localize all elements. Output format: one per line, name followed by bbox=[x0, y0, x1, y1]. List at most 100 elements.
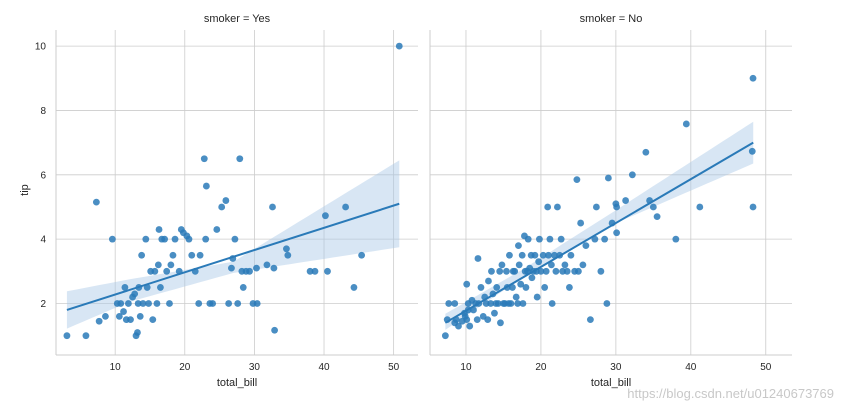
scatter-point bbox=[503, 267, 510, 275]
x-tick-label: 50 bbox=[388, 362, 400, 373]
scatter-point bbox=[604, 174, 612, 182]
scatter-point bbox=[263, 261, 271, 269]
scatter-point bbox=[270, 264, 278, 272]
scatter-point bbox=[535, 258, 543, 266]
y-tick-label: 10 bbox=[35, 42, 47, 53]
scatter-point bbox=[577, 219, 585, 227]
regression-line bbox=[66, 202, 400, 311]
scatter-point bbox=[466, 322, 474, 330]
scatter-point bbox=[474, 255, 482, 262]
scatter-point bbox=[117, 300, 125, 307]
scatter-point bbox=[473, 316, 481, 324]
scatter-point bbox=[120, 308, 127, 315]
scatter-point bbox=[488, 267, 495, 275]
scatter-point bbox=[324, 267, 331, 275]
scatter-point bbox=[544, 203, 552, 211]
watermark-text: https://blog.csdn.net/u012406737​69 bbox=[627, 386, 834, 401]
scatter-point bbox=[188, 251, 196, 259]
y-tick-label: 2 bbox=[40, 299, 46, 310]
scatter-point bbox=[552, 267, 560, 275]
scatter-point bbox=[528, 274, 536, 282]
scatter-point bbox=[253, 300, 261, 307]
scatter-point bbox=[484, 316, 492, 324]
scatter-point bbox=[586, 316, 594, 324]
scatter-point bbox=[231, 235, 239, 243]
scatter-point bbox=[142, 235, 150, 243]
scatter-point bbox=[579, 261, 587, 269]
scatter-point bbox=[749, 203, 757, 211]
scatter-point bbox=[161, 235, 169, 243]
scatter-point bbox=[284, 251, 292, 259]
x-axis-label: total_bill bbox=[217, 377, 257, 389]
scatter-point bbox=[567, 251, 575, 259]
scatter-point bbox=[514, 300, 522, 307]
x-tick-label: 40 bbox=[685, 362, 697, 373]
scatter-point bbox=[603, 300, 611, 307]
scatter-point bbox=[108, 235, 116, 243]
scatter-point bbox=[253, 264, 260, 272]
scatter-point bbox=[463, 316, 471, 324]
x-tick-label: 20 bbox=[179, 362, 191, 373]
scatter-point bbox=[748, 147, 756, 155]
scatter-point bbox=[134, 329, 141, 336]
scatter-point bbox=[548, 261, 555, 269]
scatter-point bbox=[522, 284, 530, 291]
scatter-point bbox=[507, 300, 515, 307]
scatter-point bbox=[213, 226, 221, 233]
panel-title: smoker = Yes bbox=[204, 13, 271, 25]
scatter-point bbox=[613, 203, 621, 211]
scatter-point bbox=[155, 226, 163, 233]
confidence-band bbox=[445, 121, 754, 330]
scatter-point bbox=[185, 235, 193, 243]
scatter-point bbox=[533, 293, 541, 301]
scatter-point bbox=[225, 300, 233, 307]
scatter-point bbox=[271, 326, 278, 334]
scatter-point bbox=[561, 261, 569, 269]
scatter-point bbox=[601, 235, 609, 243]
x-axis-label: total_bill bbox=[591, 377, 631, 389]
scatter-point bbox=[554, 203, 561, 211]
scatter-point bbox=[574, 267, 582, 275]
scatter-point bbox=[524, 235, 532, 243]
scatter-point bbox=[139, 300, 147, 307]
scatter-point bbox=[196, 251, 204, 259]
scatter-point bbox=[531, 251, 539, 259]
scatter-point bbox=[455, 322, 462, 330]
scatter-point bbox=[592, 203, 600, 211]
scatter-point bbox=[149, 316, 157, 324]
scatter-point bbox=[622, 197, 630, 204]
scatter-point bbox=[63, 332, 71, 340]
scatter-point bbox=[515, 261, 523, 269]
scatter-point bbox=[136, 312, 144, 320]
y-tick-label: 6 bbox=[40, 170, 46, 181]
scatter-point bbox=[157, 284, 164, 291]
x-tick-label: 40 bbox=[318, 362, 330, 373]
scatter-point bbox=[613, 229, 621, 237]
scatter-point bbox=[163, 267, 171, 275]
scatter-point bbox=[441, 332, 449, 340]
scatter-point bbox=[202, 182, 210, 190]
scatter-point bbox=[536, 235, 543, 243]
scatter-point bbox=[154, 261, 162, 269]
scatter-point bbox=[200, 155, 208, 163]
scatter-point bbox=[153, 300, 161, 307]
scatter-point bbox=[566, 284, 573, 291]
scatter-point bbox=[171, 235, 179, 243]
x-tick-label: 30 bbox=[249, 362, 261, 373]
scatter-point bbox=[509, 284, 516, 291]
scatter-point bbox=[682, 120, 690, 128]
scatter-point bbox=[506, 251, 513, 259]
scatter-point bbox=[491, 309, 498, 317]
scatter-point bbox=[115, 312, 123, 320]
scatter-point bbox=[269, 203, 276, 211]
scatter-point bbox=[485, 277, 492, 285]
scatter-point bbox=[283, 245, 290, 253]
scatter-point bbox=[563, 267, 571, 275]
scatter-point bbox=[539, 251, 547, 259]
scatter-point bbox=[463, 280, 471, 288]
scatter-point bbox=[487, 300, 495, 307]
scatter-point bbox=[322, 212, 329, 220]
x-tick-label: 30 bbox=[610, 362, 622, 373]
scatter-point bbox=[573, 176, 581, 184]
scatter-point bbox=[195, 300, 203, 307]
